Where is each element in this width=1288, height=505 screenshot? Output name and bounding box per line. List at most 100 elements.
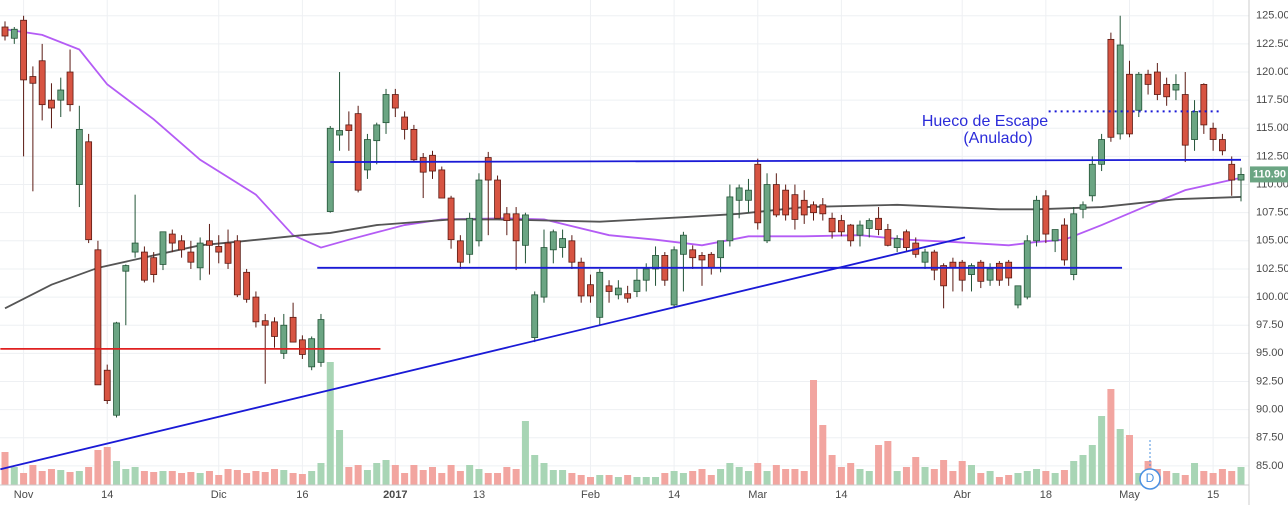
- volume-bar: [215, 475, 223, 485]
- candle-body: [977, 261, 985, 282]
- volume-bar: [810, 380, 818, 485]
- candle-body: [1126, 73, 1133, 135]
- candle-body: [1135, 73, 1143, 111]
- candle-body: [1200, 83, 1208, 126]
- volume-bar: [1005, 475, 1013, 485]
- volume-bar: [345, 467, 353, 485]
- candle-body: [401, 116, 409, 130]
- x-tick-label: 18: [1040, 489, 1052, 501]
- y-tick-label: 120.00: [1256, 66, 1288, 78]
- volume-bar: [438, 473, 446, 485]
- volume-bar: [679, 473, 687, 485]
- y-tick-label: 97.50: [1256, 319, 1284, 331]
- candle-body: [875, 217, 882, 230]
- candle-body: [475, 179, 483, 242]
- candle-body: [484, 157, 492, 181]
- candle-body: [289, 316, 297, 343]
- volume-bar: [205, 471, 213, 485]
- y-tick-label: 92.50: [1256, 375, 1284, 387]
- volume-bar: [1088, 445, 1096, 485]
- candle-body: [48, 99, 55, 109]
- candle-body: [85, 141, 93, 241]
- volume-bar: [10, 467, 18, 485]
- candle-body: [1191, 111, 1198, 140]
- event-marker[interactable]: [1139, 468, 1161, 490]
- candle-body: [1228, 163, 1236, 181]
- candle-body: [1144, 73, 1152, 85]
- volume-bar: [865, 471, 873, 485]
- price-tag-label: 110.90: [1253, 168, 1286, 180]
- trendline-layer: [0, 110, 1242, 471]
- candle-body: [1023, 240, 1031, 298]
- volume-bar: [1014, 473, 1022, 485]
- volume-bar: [1107, 389, 1115, 485]
- volume-bar: [512, 469, 520, 485]
- candle-body: [1, 26, 9, 37]
- volume-bar: [689, 471, 697, 485]
- volume-bar: [475, 469, 483, 485]
- candle-body: [75, 129, 83, 185]
- candle-body: [1219, 139, 1226, 152]
- candle-body: [364, 139, 371, 171]
- volume-bar: [57, 470, 65, 485]
- candle-body: [717, 240, 724, 259]
- candle-body: [206, 240, 213, 246]
- y-tick-label: 115.00: [1256, 122, 1288, 134]
- candle-body: [782, 189, 790, 216]
- x-tick-label: 14: [101, 489, 113, 501]
- x-tick-label: Abr: [954, 489, 971, 501]
- volume-bar: [717, 469, 725, 485]
- candle-body: [940, 265, 948, 287]
- y-tick-label: 117.50: [1256, 94, 1288, 106]
- volume-bar: [1079, 455, 1087, 485]
- candle-body: [1061, 224, 1068, 261]
- x-tick-label: 16: [296, 489, 308, 501]
- volume-bar: [791, 469, 799, 485]
- volume-bar: [243, 473, 251, 485]
- volume-bar: [652, 477, 660, 485]
- candle-body: [893, 238, 901, 248]
- x-tick-label: Nov: [14, 489, 34, 501]
- volume-bar: [940, 460, 948, 485]
- candle-body: [624, 293, 632, 299]
- volume-bar: [949, 471, 957, 485]
- volume-bar: [670, 471, 678, 485]
- candle-body: [735, 187, 743, 201]
- candle-body: [1079, 204, 1087, 210]
- candle-body: [856, 224, 864, 236]
- volume-bar: [1116, 429, 1124, 485]
- volume-bar: [354, 465, 362, 485]
- candle-body: [810, 204, 817, 214]
- candle-body: [373, 124, 381, 142]
- volume-bar: [1023, 471, 1031, 485]
- volume-bar: [131, 467, 139, 485]
- candle-body: [670, 249, 678, 306]
- candle-body: [512, 213, 520, 242]
- volume-bar: [326, 362, 334, 485]
- candle-body: [20, 19, 27, 81]
- volume-bar: [410, 465, 418, 485]
- candle-body: [66, 71, 74, 106]
- candle-body: [642, 268, 650, 281]
- candle-body: [456, 240, 464, 263]
- volume-bar: [698, 469, 706, 485]
- volume-bar: [391, 465, 399, 485]
- candle-body: [326, 127, 334, 212]
- volume-bar: [995, 477, 1003, 485]
- volume-bar: [401, 473, 409, 485]
- volume-bar: [308, 471, 316, 485]
- y-tick-label: 102.50: [1256, 263, 1288, 275]
- x-tick-label: Mar: [748, 489, 767, 501]
- volume-bar: [29, 465, 37, 485]
- volume-bar: [633, 477, 641, 485]
- candle-body: [995, 262, 1003, 281]
- candle-body: [38, 60, 46, 106]
- candle-body: [540, 247, 548, 298]
- candle-body: [903, 231, 910, 248]
- candle-body: [308, 338, 316, 368]
- volume-bar: [85, 467, 93, 485]
- volume-bar: [1218, 469, 1226, 485]
- volume-bar: [252, 471, 260, 485]
- candle-body: [410, 129, 418, 161]
